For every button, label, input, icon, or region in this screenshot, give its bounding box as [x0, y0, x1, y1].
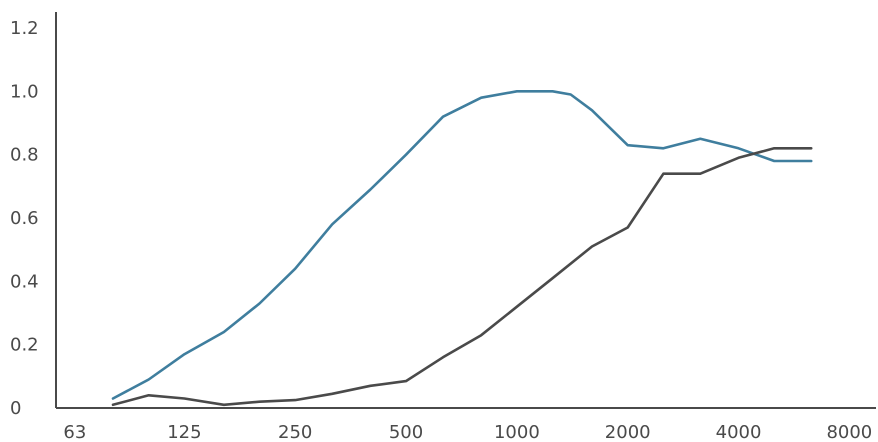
x-tick-label: 250: [278, 422, 312, 442]
series-line-1: [111, 90, 813, 400]
y-tick-label: 0.8: [10, 145, 39, 166]
series-line-2: [111, 147, 813, 407]
x-tick-label: 2000: [605, 422, 651, 442]
x-tick-label: 63: [63, 422, 86, 442]
x-tick-label: 4000: [716, 422, 762, 442]
x-axis-ticks: 63 125 250 500 1000 2000 4000 8000: [63, 422, 872, 442]
x-tick-label: 1000: [494, 422, 540, 442]
y-tick-label: 1.0: [10, 81, 39, 102]
x-tick-label: 500: [389, 422, 423, 442]
x-tick-label: 8000: [826, 422, 872, 442]
x-tick-label: 125: [167, 422, 201, 442]
y-tick-label: 0: [10, 398, 21, 419]
y-tick-label: 1.2: [10, 18, 39, 39]
y-tick-label: 0.2: [10, 335, 39, 356]
series-layer: [111, 90, 813, 407]
y-tick-label: 0.4: [10, 271, 39, 292]
y-tick-label: 0.6: [10, 208, 39, 229]
y-axis-ticks: 0 0.2 0.4 0.6 0.8 1.0 1.2: [10, 18, 39, 419]
